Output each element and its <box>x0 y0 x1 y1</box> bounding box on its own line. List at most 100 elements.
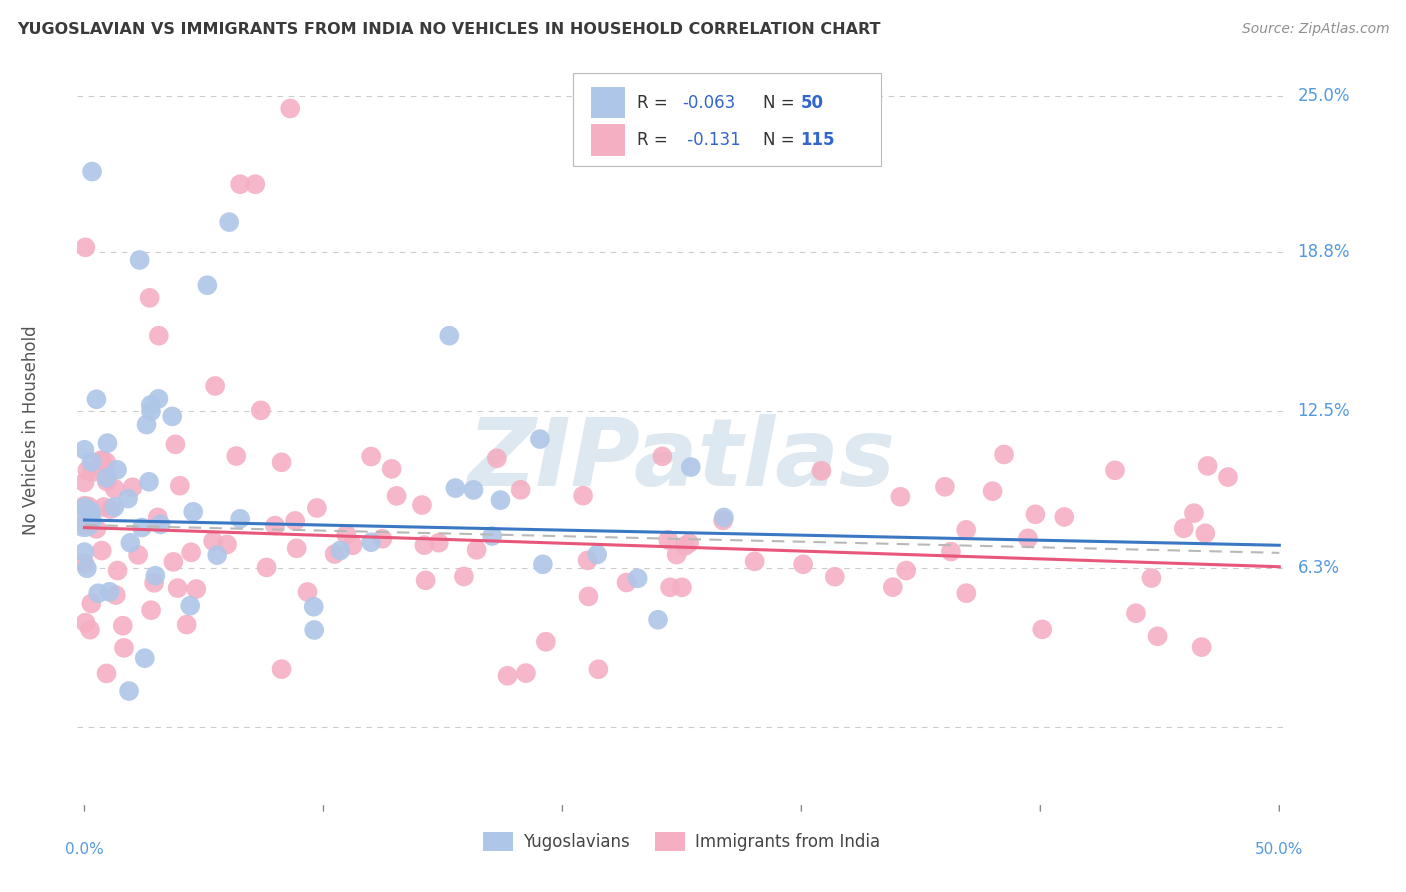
Point <box>342 538 364 552</box>
Point <box>93 500 115 514</box>
Point <box>73 556 96 570</box>
Point <box>128 252 150 267</box>
Point <box>792 558 814 572</box>
Point <box>96 436 118 450</box>
Text: R =: R = <box>637 131 673 149</box>
Point <box>616 575 638 590</box>
Point <box>143 575 166 590</box>
Point <box>427 535 450 549</box>
Text: Source: ZipAtlas.com: Source: ZipAtlas.com <box>1241 22 1389 37</box>
Point <box>86 392 108 407</box>
Point <box>103 500 125 515</box>
Point <box>264 518 287 533</box>
Point <box>90 543 112 558</box>
Point <box>1197 458 1219 473</box>
Point <box>651 450 673 464</box>
Point <box>509 483 531 497</box>
Point <box>939 544 962 558</box>
Point <box>285 541 308 556</box>
Point <box>444 481 467 495</box>
Point <box>118 684 141 698</box>
Point <box>87 586 110 600</box>
Point <box>215 537 238 551</box>
Point <box>169 479 191 493</box>
Bar <box>592 124 626 155</box>
Point <box>673 539 696 553</box>
Point <box>105 463 128 477</box>
Point <box>1146 629 1168 643</box>
Point <box>385 489 408 503</box>
Point <box>955 523 977 537</box>
Point <box>481 529 503 543</box>
Point <box>270 662 292 676</box>
Point <box>335 527 357 541</box>
Point <box>148 328 170 343</box>
Point <box>117 491 139 506</box>
Point <box>659 580 682 594</box>
Point <box>810 464 832 478</box>
Point <box>165 437 187 451</box>
Point <box>77 500 100 514</box>
Point <box>75 615 97 630</box>
Point <box>107 564 129 578</box>
Point <box>1125 606 1147 620</box>
Point <box>896 564 918 578</box>
Point <box>73 442 96 457</box>
Point <box>75 240 97 254</box>
Point <box>360 450 382 464</box>
Point <box>381 462 404 476</box>
Point <box>329 543 352 558</box>
Point <box>415 574 437 588</box>
Point <box>100 502 122 516</box>
Text: 18.8%: 18.8% <box>1298 244 1350 261</box>
Point <box>534 634 557 648</box>
Text: 12.5%: 12.5% <box>1298 402 1350 420</box>
Point <box>671 580 693 594</box>
Point <box>143 568 166 582</box>
Text: No Vehicles in Household: No Vehicles in Household <box>22 326 41 535</box>
Point <box>179 599 201 613</box>
Text: N =: N = <box>763 94 800 112</box>
Point <box>98 584 121 599</box>
Point <box>1194 526 1216 541</box>
Point <box>162 555 184 569</box>
Text: YUGOSLAVIAN VS IMMIGRANTS FROM INDIA NO VEHICLES IN HOUSEHOLD CORRELATION CHART: YUGOSLAVIAN VS IMMIGRANTS FROM INDIA NO … <box>17 22 880 37</box>
Point <box>73 545 96 559</box>
Point <box>934 480 956 494</box>
Point <box>139 404 162 418</box>
Point <box>82 465 104 479</box>
Point <box>75 517 97 532</box>
Point <box>94 455 117 469</box>
Point <box>166 581 188 595</box>
Point <box>204 379 226 393</box>
Point <box>138 475 160 489</box>
Point <box>138 291 160 305</box>
Text: ZIPatlas: ZIPatlas <box>468 414 896 506</box>
Point <box>120 536 142 550</box>
Point <box>529 432 551 446</box>
Point <box>647 613 669 627</box>
Text: R =: R = <box>637 94 673 112</box>
Point <box>578 590 600 604</box>
Point <box>824 570 846 584</box>
Point <box>131 520 153 534</box>
Point <box>80 455 103 469</box>
Point <box>955 586 977 600</box>
Point <box>463 483 485 497</box>
Point <box>127 548 149 562</box>
Point <box>278 102 301 116</box>
Point <box>485 451 508 466</box>
Point <box>371 532 394 546</box>
Point <box>576 553 599 567</box>
Point <box>489 493 512 508</box>
Point <box>225 449 247 463</box>
Text: 25.0%: 25.0% <box>1298 87 1350 105</box>
Point <box>323 547 346 561</box>
Point <box>180 545 202 559</box>
Point <box>148 392 170 406</box>
Text: -0.063: -0.063 <box>682 94 735 112</box>
Point <box>80 504 103 518</box>
Point <box>77 510 100 524</box>
FancyBboxPatch shape <box>574 73 882 166</box>
Point <box>1216 470 1239 484</box>
